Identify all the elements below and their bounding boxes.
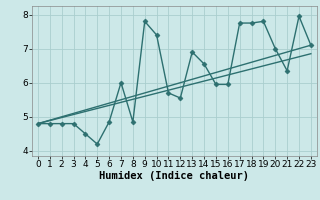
- X-axis label: Humidex (Indice chaleur): Humidex (Indice chaleur): [100, 171, 249, 181]
